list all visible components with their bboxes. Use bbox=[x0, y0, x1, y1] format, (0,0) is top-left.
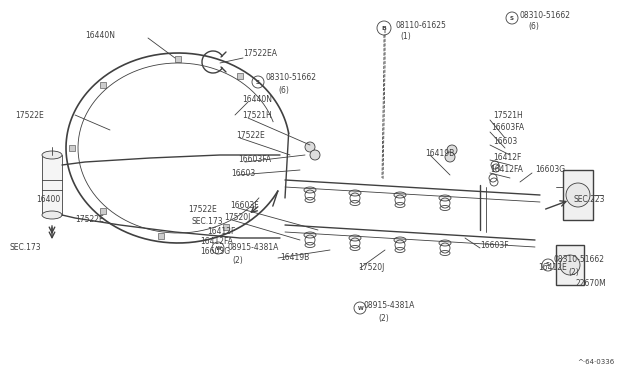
Text: 16603F: 16603F bbox=[480, 241, 509, 250]
Text: S: S bbox=[545, 263, 550, 267]
Text: 16603FA: 16603FA bbox=[491, 124, 524, 132]
Circle shape bbox=[305, 142, 315, 152]
Text: 16440N: 16440N bbox=[242, 96, 272, 105]
Text: W: W bbox=[358, 305, 364, 311]
Text: 17521H: 17521H bbox=[242, 112, 272, 121]
Ellipse shape bbox=[304, 187, 316, 193]
Text: SEC.173: SEC.173 bbox=[10, 244, 42, 253]
Text: 16603G: 16603G bbox=[535, 166, 565, 174]
Text: 17520J: 17520J bbox=[358, 263, 385, 273]
Bar bbox=[556, 245, 584, 285]
Circle shape bbox=[377, 21, 391, 35]
Text: 17522E: 17522E bbox=[15, 110, 44, 119]
Bar bbox=[175, 56, 181, 62]
Text: 08915-4381A: 08915-4381A bbox=[228, 244, 280, 253]
Text: SEC.173: SEC.173 bbox=[192, 218, 223, 227]
Circle shape bbox=[445, 152, 455, 162]
Bar bbox=[237, 73, 243, 79]
Text: 17522EA: 17522EA bbox=[243, 49, 277, 58]
Circle shape bbox=[566, 183, 590, 207]
Text: 17520J: 17520J bbox=[224, 214, 250, 222]
Text: 16412E: 16412E bbox=[538, 263, 567, 273]
Ellipse shape bbox=[304, 232, 316, 238]
Text: 22670M: 22670M bbox=[575, 279, 605, 288]
Text: 16412FA: 16412FA bbox=[490, 166, 523, 174]
Circle shape bbox=[310, 150, 320, 160]
Text: 08310-51662: 08310-51662 bbox=[554, 256, 605, 264]
Text: (2): (2) bbox=[568, 267, 579, 276]
Text: 16419B: 16419B bbox=[425, 148, 454, 157]
Text: 16412F: 16412F bbox=[207, 228, 236, 237]
Bar bbox=[100, 82, 106, 88]
Text: 16603: 16603 bbox=[231, 170, 255, 179]
Text: 08310-51662: 08310-51662 bbox=[265, 74, 316, 83]
Text: 16400: 16400 bbox=[36, 196, 60, 205]
Text: 17522E: 17522E bbox=[75, 215, 104, 224]
Text: 16412F: 16412F bbox=[493, 154, 522, 163]
Text: 16603F: 16603F bbox=[230, 201, 259, 209]
Ellipse shape bbox=[439, 195, 451, 201]
Text: S: S bbox=[509, 16, 513, 20]
Bar bbox=[563, 170, 593, 220]
Text: (1): (1) bbox=[400, 32, 411, 41]
Text: (6): (6) bbox=[528, 22, 539, 31]
Text: (2): (2) bbox=[378, 314, 388, 323]
Text: 16603FA: 16603FA bbox=[238, 155, 271, 164]
Text: S: S bbox=[255, 80, 259, 84]
Circle shape bbox=[447, 145, 457, 155]
Text: SEC.223: SEC.223 bbox=[573, 196, 605, 205]
Ellipse shape bbox=[42, 151, 62, 159]
Text: 17522E: 17522E bbox=[236, 131, 265, 140]
Bar bbox=[100, 208, 106, 214]
Text: 16440N: 16440N bbox=[85, 31, 115, 39]
Text: 16412FA: 16412FA bbox=[200, 237, 233, 247]
Text: 16419B: 16419B bbox=[280, 253, 309, 263]
Ellipse shape bbox=[349, 235, 361, 241]
Text: 08310-51662: 08310-51662 bbox=[520, 10, 571, 19]
Text: (2): (2) bbox=[232, 256, 243, 264]
Bar bbox=[223, 224, 229, 230]
Circle shape bbox=[212, 242, 224, 254]
Text: B: B bbox=[381, 26, 386, 31]
Circle shape bbox=[354, 302, 366, 314]
Circle shape bbox=[506, 12, 518, 24]
Ellipse shape bbox=[439, 240, 451, 246]
Text: 08110-61625: 08110-61625 bbox=[395, 20, 446, 29]
Bar bbox=[69, 145, 75, 151]
Circle shape bbox=[252, 76, 264, 88]
Text: 08915-4381A: 08915-4381A bbox=[363, 301, 414, 310]
Text: ^·64·0336: ^·64·0336 bbox=[578, 359, 615, 365]
Text: 17522E: 17522E bbox=[188, 205, 217, 215]
Text: (6): (6) bbox=[278, 86, 289, 94]
Ellipse shape bbox=[42, 211, 62, 219]
Circle shape bbox=[542, 259, 554, 271]
Text: 16603: 16603 bbox=[493, 138, 517, 147]
Bar bbox=[159, 233, 164, 239]
Bar bbox=[42, 155, 62, 215]
Text: W: W bbox=[216, 246, 221, 250]
Ellipse shape bbox=[349, 190, 361, 196]
Text: 17521H: 17521H bbox=[493, 110, 523, 119]
Ellipse shape bbox=[394, 192, 406, 198]
Circle shape bbox=[560, 255, 580, 275]
Ellipse shape bbox=[394, 237, 406, 243]
Text: 16603G: 16603G bbox=[200, 247, 230, 257]
